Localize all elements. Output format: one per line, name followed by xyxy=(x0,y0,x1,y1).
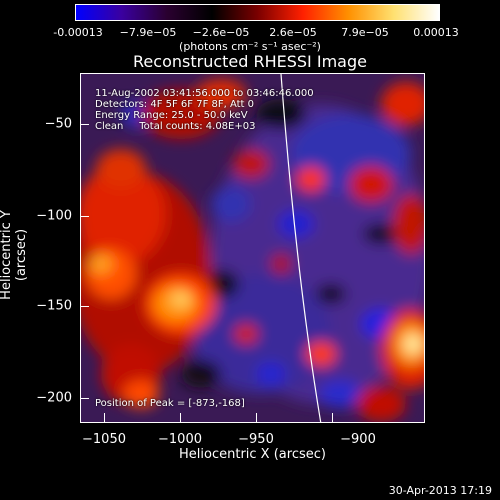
colorbar-units: (photons cm⁻² s⁻¹ asec⁻²) xyxy=(179,40,321,53)
y-tick-label: −150 xyxy=(36,298,72,314)
algorithm-counts-label: Clean Total counts: 4.08E+03 xyxy=(95,121,256,132)
colorbar xyxy=(75,4,440,21)
y-tick-label: −50 xyxy=(44,116,72,132)
x-tick-label: −950 xyxy=(238,432,274,447)
y-tick-label: −100 xyxy=(36,208,72,224)
solar-limb-line xyxy=(280,74,322,422)
time-range-label: 11-Aug-2002 03:41:56.000 to 03:46:46.000 xyxy=(95,88,314,99)
colorbar-tick: −2.6e−05 xyxy=(192,26,250,39)
x-tick-label: −1000 xyxy=(158,432,202,447)
colorbar-tick: -0.00013 xyxy=(53,26,103,39)
detectors-label: Detectors: 4F 5F 6F 7F 8F, Att 0 xyxy=(95,99,255,110)
y-tick-label: −200 xyxy=(36,390,72,406)
rhessi-image: 11-Aug-2002 03:41:56.000 to 03:46:46.000… xyxy=(80,73,425,423)
x-axis-label: Heliocentric X (arcsec) xyxy=(179,447,326,462)
y-axis-label: Heliocentric Y (arcsec) xyxy=(0,210,29,300)
colorbar-tick: 0.00013 xyxy=(413,26,459,39)
peak-position-label: Position of Peak = [-873,-168] xyxy=(95,398,245,409)
x-tick-label: −1050 xyxy=(82,432,126,447)
image-title: Reconstructed RHESSI Image xyxy=(133,52,367,71)
rhessi-map-svg xyxy=(81,74,424,422)
x-tick-label: −900 xyxy=(340,432,376,447)
map-blobs xyxy=(81,79,424,422)
energy-range-label: Energy Range: 25.0 - 50.0 keV xyxy=(95,110,248,121)
colorbar-tick: −7.9e−05 xyxy=(119,26,177,39)
colorbar-tick: 2.6e−05 xyxy=(269,26,317,39)
colorbar-tick: 7.9e−05 xyxy=(341,26,389,39)
timestamp: 30-Apr-2013 17:19 xyxy=(388,484,492,497)
